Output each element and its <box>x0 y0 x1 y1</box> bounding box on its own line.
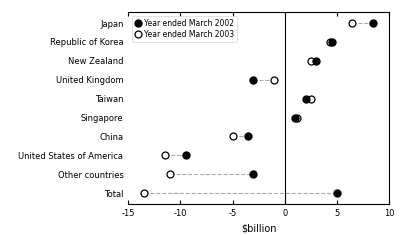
X-axis label: $billion: $billion <box>241 224 276 234</box>
Legend: Year ended March 2002, Year ended March 2003: Year ended March 2002, Year ended March … <box>132 16 237 42</box>
